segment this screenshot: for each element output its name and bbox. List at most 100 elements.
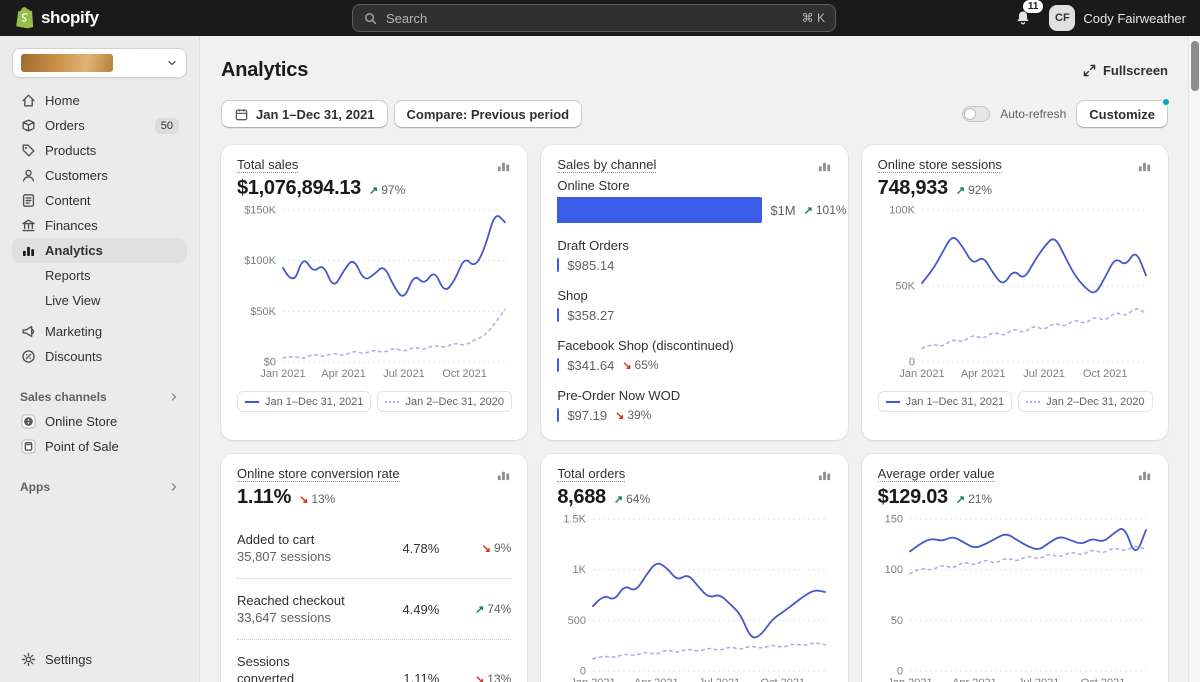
svg-text:Jan 2021: Jan 2021 xyxy=(899,368,944,380)
finances-icon xyxy=(20,217,37,234)
compare-button[interactable]: Compare: Previous period xyxy=(393,100,583,128)
user-name: Cody Fairweather xyxy=(1083,10,1186,26)
bell-icon xyxy=(1017,11,1029,25)
legend-previous-period[interactable]: Jan 2–Dec 31, 2020 xyxy=(1018,391,1153,412)
sidebar-item-finances[interactable]: Finances xyxy=(12,213,187,238)
total-orders-value: 8,688 xyxy=(557,486,606,508)
svg-text:Oct 2021: Oct 2021 xyxy=(442,368,487,380)
search-shortcut: ⌘ K xyxy=(801,11,825,25)
online-store-icon xyxy=(20,413,37,430)
sales-by-channel-title-link[interactable]: Sales by channel xyxy=(557,157,657,173)
channel-bar xyxy=(557,408,560,422)
svg-text:50K: 50K xyxy=(895,281,915,293)
page-title: Analytics xyxy=(221,58,309,81)
topbar: shopify Search ⌘ K 11 CF Cody Fairweathe… xyxy=(0,0,1200,36)
apps-header[interactable]: Apps xyxy=(12,475,187,499)
channel-row: Facebook Shop (discontinued) $341.64 65% xyxy=(557,337,831,373)
channel-row: Online Store $1M 101% xyxy=(557,177,847,223)
gear-icon xyxy=(20,651,37,668)
total-sales-delta: 97% xyxy=(369,183,405,197)
svg-text:Apr 2021: Apr 2021 xyxy=(960,368,1005,380)
channel-bar xyxy=(557,197,763,223)
total-sales-chart[interactable]: $150K $100K $50K $0 Jan 2021 Apr 2021 Jul 2021… xyxy=(237,205,511,381)
conversion-rate-title-link[interactable]: Online store conversion rate xyxy=(237,466,400,482)
legend-current-period[interactable]: Jan 1–Dec 31, 2021 xyxy=(877,391,1013,412)
average-order-value-title-link[interactable]: Average order value xyxy=(877,466,995,482)
column-chart-icon[interactable] xyxy=(817,467,832,482)
sidebar-item-products[interactable]: Products xyxy=(12,138,187,163)
svg-text:1K: 1K xyxy=(573,564,587,576)
sidebar-item-live-view[interactable]: Live View xyxy=(45,293,101,308)
sidebar-item-reports[interactable]: Reports xyxy=(45,268,91,283)
total-orders-title-link[interactable]: Total orders xyxy=(557,466,626,482)
sales-channels-header[interactable]: Sales channels xyxy=(12,385,187,409)
scrollbar-thumb[interactable] xyxy=(1191,41,1199,91)
channel-bar xyxy=(557,258,560,272)
chevron-right-icon xyxy=(171,483,177,491)
total-sales-title-link[interactable]: Total sales xyxy=(237,157,299,173)
auto-refresh-toggle[interactable] xyxy=(962,106,991,122)
search-placeholder: Search xyxy=(386,10,428,26)
avatar: CF xyxy=(1049,5,1076,31)
column-chart-icon[interactable] xyxy=(1137,158,1152,173)
toggle-knob xyxy=(964,108,977,120)
svg-text:$50K: $50K xyxy=(250,306,276,318)
search-icon xyxy=(365,12,377,24)
sidebar-item-settings[interactable]: Settings xyxy=(12,647,187,672)
card-conversion-rate: Online store conversion rate 1.11% 13% A… xyxy=(221,454,528,682)
customize-button[interactable]: Customize xyxy=(1076,97,1171,128)
funnel-step-delta: 9% xyxy=(439,541,511,555)
svg-text:0: 0 xyxy=(909,357,915,369)
online-store-sessions-title-link[interactable]: Online store sessions xyxy=(877,157,1002,173)
column-chart-icon[interactable] xyxy=(496,467,511,482)
orders-count-badge: 50 xyxy=(154,117,179,134)
svg-text:100K: 100K xyxy=(889,205,915,217)
sidebar-item-discounts[interactable]: Discounts xyxy=(12,344,187,369)
fullscreen-button[interactable]: Fullscreen xyxy=(1082,63,1168,78)
store-switcher[interactable] xyxy=(12,48,187,78)
date-range-button[interactable]: Jan 1–Dec 31, 2021 xyxy=(221,100,388,128)
user-menu[interactable]: CF Cody Fairweather xyxy=(1049,5,1186,31)
column-chart-icon[interactable] xyxy=(817,158,832,173)
sidebar-item-orders[interactable]: Orders 50 xyxy=(12,113,187,138)
sidebar-item-home[interactable]: Home xyxy=(12,88,187,113)
sidebar-item-online-store[interactable]: Online Store xyxy=(12,409,187,434)
online-store-sessions-chart[interactable]: 100K 50K 0 Jan 2021 Apr 2021 Jul 2021 Oct 2021 xyxy=(878,205,1152,381)
svg-text:150: 150 xyxy=(884,514,902,526)
page-scrollbar[interactable] xyxy=(1188,36,1200,682)
fullscreen-icon xyxy=(1083,64,1096,76)
discounts-icon xyxy=(20,348,37,365)
svg-text:Oct 2021: Oct 2021 xyxy=(1083,368,1128,380)
svg-text:Apr 2021: Apr 2021 xyxy=(634,677,679,682)
online-store-sessions-value: 748,933 xyxy=(877,177,949,199)
legend-previous-period[interactable]: Jan 2–Dec 31, 2020 xyxy=(377,391,512,412)
dashed-line-swatch xyxy=(1026,400,1041,403)
svg-text:Apr 2021: Apr 2021 xyxy=(321,368,366,380)
sidebar-item-marketing[interactable]: Marketing xyxy=(12,319,187,344)
sidebar-item-content[interactable]: Content xyxy=(12,188,187,213)
svg-text:500: 500 xyxy=(568,615,586,627)
sidebar-item-point-of-sale[interactable]: Point of Sale xyxy=(12,434,187,459)
column-chart-icon[interactable] xyxy=(1137,467,1152,482)
sidebar-item-analytics[interactable]: Analytics xyxy=(12,238,187,263)
notifications-button[interactable]: 11 xyxy=(1009,0,1044,32)
sidebar-item-customers[interactable]: Customers xyxy=(12,163,187,188)
customers-icon xyxy=(20,167,37,184)
notification-count-badge: 11 xyxy=(1022,0,1044,13)
channel-bar xyxy=(557,358,560,372)
funnel-step-sessions-converted: Sessions converted 8,320 sessions 1.11% … xyxy=(237,639,512,682)
analytics-toolbar: Jan 1–Dec 31, 2021 Compare: Previous per… xyxy=(221,97,1171,128)
funnel-step-reached-checkout: Reached checkout 33,647 sessions 4.49% 7… xyxy=(237,578,512,639)
search-input[interactable]: Search ⌘ K xyxy=(352,4,836,32)
sidebar: Home Orders 50 Products Customers Conten… xyxy=(0,36,200,682)
solid-line-swatch xyxy=(245,400,259,403)
legend-current-period[interactable]: Jan 1–Dec 31, 2021 xyxy=(237,391,372,412)
orders-icon xyxy=(20,117,37,134)
shopify-logo[interactable]: shopify xyxy=(14,6,99,30)
chevron-down-icon xyxy=(166,57,178,69)
chevron-right-icon xyxy=(171,393,177,401)
column-chart-icon[interactable] xyxy=(496,158,511,173)
